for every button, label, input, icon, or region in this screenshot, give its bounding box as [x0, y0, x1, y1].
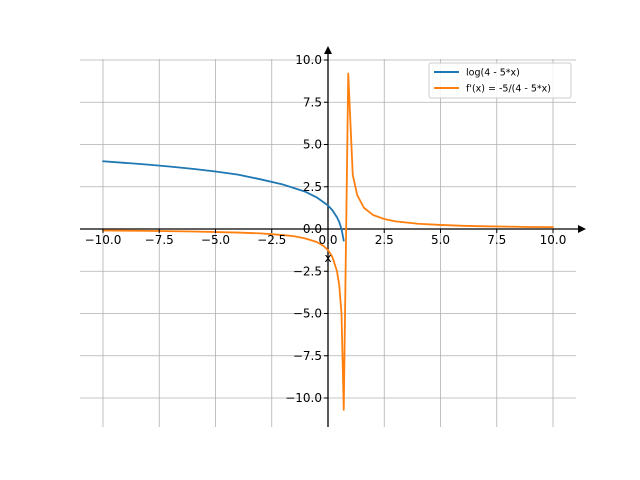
y-tick-label-8: 10.0	[295, 53, 322, 67]
x-tick-label-4: 0.0	[318, 233, 337, 247]
x-tick-label-8: 10.0	[540, 233, 567, 247]
x-tick-label-3: −2.5	[257, 233, 286, 247]
x-tick-label-2: −5.0	[201, 233, 230, 247]
x-tick-label-5: 2.5	[375, 233, 394, 247]
series-line-0	[102, 160, 345, 242]
axes	[80, 46, 586, 427]
y-axis-arrow	[324, 46, 332, 54]
x-axis-label: x	[324, 251, 331, 265]
x-tick-label-7: 7.5	[487, 233, 506, 247]
y-tick-label-6: 5.0	[303, 138, 322, 152]
y-tick-label-4: 0.0	[303, 222, 322, 236]
series-line-1	[102, 72, 554, 411]
x-tick-label-1: −7.5	[145, 233, 174, 247]
x-tick-label-0: −10.0	[85, 233, 122, 247]
y-tick-label-2: −5.0	[293, 307, 322, 321]
y-tick-label-7: 7.5	[303, 95, 322, 109]
legend-label-0: log(4 - 5*x)	[466, 68, 520, 79]
legend-box	[428, 62, 572, 99]
y-tick-label-0: −10.0	[285, 391, 322, 405]
x-tick-label-6: 5.0	[431, 233, 450, 247]
y-tick-label-5: 2.5	[303, 180, 322, 194]
legend-label-1: f'(x) = -5/(4 - 5*x)	[466, 84, 551, 95]
series	[102, 72, 554, 411]
y-tick-label-3: −2.5	[293, 264, 322, 278]
ticks: −10.0 −7.5 −5.0 −2.5 0.0 2.5 5.0 7.5 10.0 −10.0 −7…	[85, 53, 567, 405]
y-tick-label-1: −7.5	[293, 349, 322, 363]
legend: log(4 - 5*x) f'(x) = -5/(4 - 5*x)	[428, 62, 572, 99]
x-axis-arrow	[578, 225, 586, 233]
